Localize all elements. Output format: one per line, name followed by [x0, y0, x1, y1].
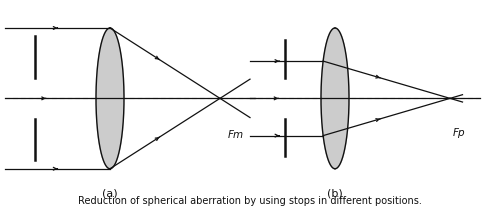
- Text: Fm: Fm: [228, 130, 244, 140]
- Text: (b): (b): [327, 188, 343, 198]
- Text: Fp: Fp: [452, 128, 465, 138]
- Text: Reduction of spherical aberration by using stops in different positions.: Reduction of spherical aberration by usi…: [78, 195, 422, 205]
- Text: (a): (a): [102, 188, 118, 198]
- Polygon shape: [321, 29, 349, 169]
- Polygon shape: [96, 29, 124, 169]
